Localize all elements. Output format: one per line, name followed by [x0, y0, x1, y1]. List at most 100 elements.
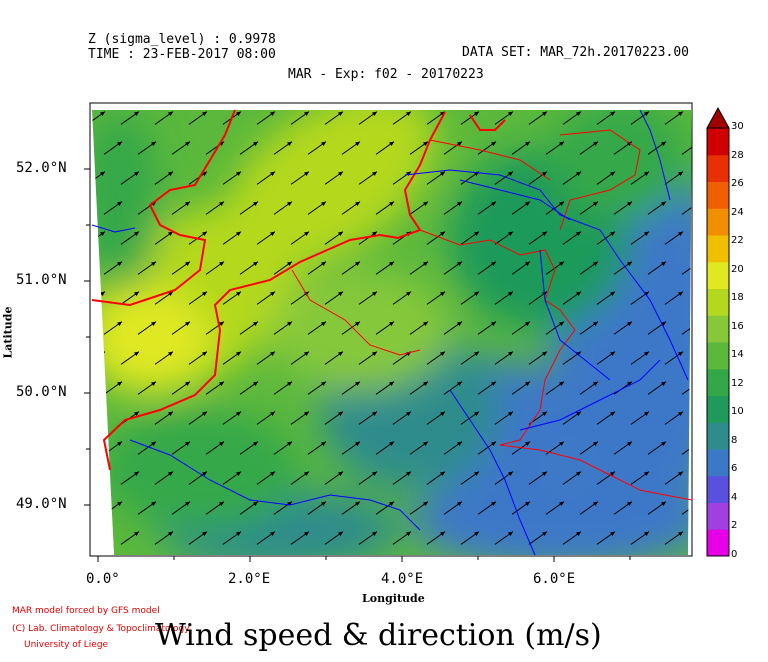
wind-arrow-head — [151, 141, 156, 146]
wind-arrow-head — [287, 321, 292, 326]
wind-arrow-head — [525, 321, 530, 326]
y-axis-label: Latitude — [1, 306, 15, 359]
wind-arrow-head — [644, 231, 649, 236]
wind-arrow-head — [406, 411, 411, 416]
wind-arrow-head — [627, 441, 632, 446]
wind-arrow-head — [610, 531, 615, 536]
wind-arrow-head — [304, 231, 309, 236]
wind-arrows — [92, 111, 700, 545]
colorbar — [706, 106, 730, 557]
wind-arrow-head — [695, 262, 700, 266]
wind-arrow-head — [542, 411, 547, 416]
wind-arrow-head — [236, 411, 241, 416]
map-frame — [89, 102, 693, 557]
wind-arrow-head — [219, 501, 224, 506]
wind-arrow-head — [695, 142, 700, 146]
wind-arrow-head — [474, 471, 479, 476]
wind-arrow-head — [355, 201, 360, 206]
wind-arrow-head — [117, 201, 122, 206]
wind-arrow-head — [117, 141, 122, 146]
wind-arrow-head — [389, 321, 394, 326]
model-credit: MAR model forced by GFS model — [12, 606, 160, 616]
wind-arrow-head — [168, 111, 173, 116]
lon-tick-4: 4.0°E — [381, 571, 424, 587]
country-borders — [91, 109, 506, 471]
wind-arrow-head — [423, 321, 428, 326]
wind-arrow-head — [576, 291, 581, 296]
wind-arrow-head — [644, 291, 649, 296]
wind-arrow-head — [134, 291, 139, 296]
wind-arrow-head — [610, 411, 615, 416]
lon-tick-0: 0.0° — [86, 571, 120, 587]
wind-arrow-head — [321, 441, 326, 446]
wind-arrow-head — [457, 261, 462, 266]
colorbar-tick-label: 0 — [731, 549, 738, 560]
wind-arrow-head — [236, 471, 241, 476]
wind-arrow-head — [202, 111, 207, 116]
wind-arrow-head — [576, 411, 581, 416]
colorbar-tick-label: 22 — [731, 235, 744, 247]
wind-arrow-head — [525, 501, 530, 506]
wind-arrow-head — [661, 381, 666, 386]
wind-arrow-head — [406, 531, 411, 536]
wind-arrow-head — [338, 171, 343, 176]
colorbar-segment — [707, 128, 729, 156]
wind-arrow-head — [678, 111, 683, 116]
wind-arrow-head — [134, 531, 139, 536]
wind-arrow-head — [270, 411, 275, 416]
wind-arrow-head — [508, 111, 513, 116]
dataset-label: DATA SET: MAR_72h.20170223.00 — [462, 45, 689, 60]
wind-arrow-head — [423, 501, 428, 506]
wind-arrow-head — [457, 201, 462, 206]
wind-arrow-head — [338, 291, 343, 296]
wind-arrow-head — [491, 501, 496, 506]
axis-ticks — [84, 168, 631, 562]
colorbar-segment — [707, 529, 729, 557]
wind-arrow-head — [202, 471, 207, 476]
wind-arrow-head — [219, 261, 224, 266]
wind-arrow-head — [134, 351, 139, 356]
colorbar-segment — [707, 154, 729, 182]
wind-arrow-head — [185, 381, 190, 386]
wind-arrow-head — [423, 441, 428, 446]
wind-arrow-head — [627, 201, 632, 206]
lon-tick-2: 2.0°E — [228, 571, 271, 587]
wind-arrow-head — [678, 531, 683, 536]
time-label: TIME : 23-FEB-2017 08:00 — [88, 47, 276, 62]
wind-arrow-head — [440, 291, 445, 296]
wind-arrow-head — [134, 411, 139, 416]
wind-arrow-head — [440, 171, 445, 176]
wind-arrow-head — [440, 351, 445, 356]
wind-arrow-head — [100, 231, 105, 236]
colorbar-segment — [707, 342, 729, 370]
wind-arrow-head — [389, 141, 394, 146]
wind-arrow-head — [117, 321, 122, 326]
wind-arrow-head — [695, 442, 700, 446]
wind-arrow-head — [525, 141, 530, 146]
wind-arrow-head — [542, 171, 547, 176]
colorbar-tick-label: 26 — [731, 178, 744, 190]
wind-arrow-head — [678, 291, 683, 296]
wind-arrow-head — [491, 141, 496, 146]
wind-arrow-head — [457, 321, 462, 326]
wind-arrow-head — [491, 201, 496, 206]
wind-arrow-head — [185, 261, 190, 266]
colorbar-segment — [707, 315, 729, 343]
wind-arrow-head — [593, 261, 598, 266]
colorbar-tick-label: 16 — [731, 320, 744, 332]
colorbar-segment — [707, 235, 729, 263]
wind-speed-field — [92, 110, 700, 555]
wind-arrow-head — [321, 201, 326, 206]
colorbar-tick-label: 6 — [731, 463, 738, 475]
lat-tick-50: 50.0°N — [16, 384, 67, 400]
wind-arrow-head — [389, 261, 394, 266]
wind-arrow-head — [100, 531, 105, 536]
wind-arrow-head — [644, 351, 649, 356]
colorbar-segment — [707, 208, 729, 236]
wind-arrow-head — [559, 201, 564, 206]
wind-arrow-head — [491, 261, 496, 266]
wind-arrow-head — [474, 531, 479, 536]
wind-arrow-head — [134, 231, 139, 236]
wind-arrow-head — [338, 111, 343, 116]
wind-arrow-head — [457, 141, 462, 146]
